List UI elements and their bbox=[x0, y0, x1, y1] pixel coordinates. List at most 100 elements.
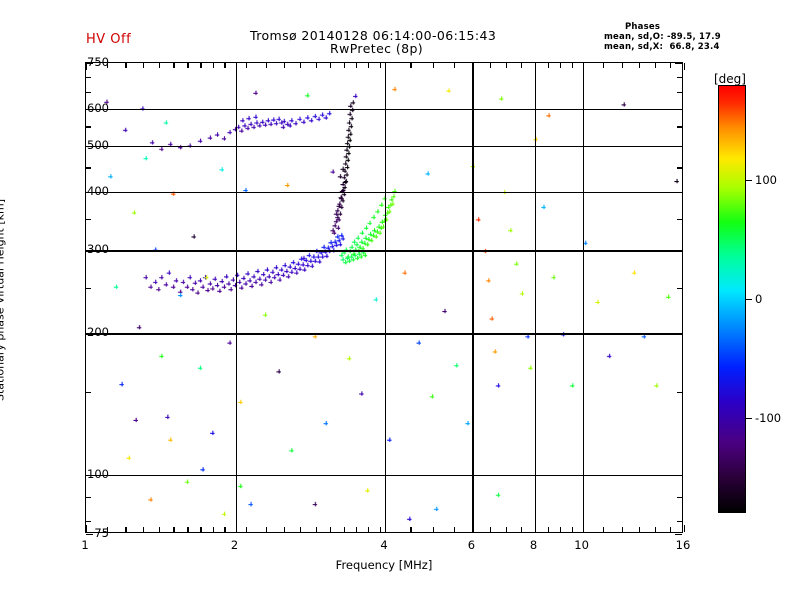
y-axis-tick bbox=[86, 534, 93, 536]
y-axis-tick bbox=[677, 287, 682, 289]
x-axis-tick bbox=[86, 525, 88, 532]
x-axis-tick bbox=[246, 527, 248, 532]
x-axis-tick bbox=[505, 527, 507, 532]
x-axis-tick bbox=[489, 63, 491, 68]
y-axis-tick bbox=[86, 496, 91, 498]
y-axis-tick bbox=[677, 145, 682, 148]
y-axis-tick bbox=[86, 92, 91, 94]
x-axis-tick bbox=[265, 63, 267, 68]
gridline-x bbox=[472, 63, 474, 532]
x-axis-tick bbox=[410, 63, 412, 68]
y-tick-label: 400 bbox=[87, 183, 109, 198]
phases-stats-x-mode: mean, sd,X: 66.8, 23.4 bbox=[604, 42, 720, 52]
x-axis-tick bbox=[547, 527, 549, 532]
x-axis-tick bbox=[173, 527, 175, 532]
y-axis-tick bbox=[86, 167, 91, 169]
x-axis-tick bbox=[472, 63, 474, 70]
x-axis-tick bbox=[235, 525, 237, 532]
gridline-x bbox=[385, 63, 387, 532]
y-tick-label: 500 bbox=[87, 137, 109, 152]
y-axis-tick bbox=[86, 218, 91, 221]
y-axis-tick bbox=[86, 191, 91, 193]
x-axis-tick bbox=[582, 63, 584, 70]
x-axis-tick bbox=[571, 527, 573, 532]
y-tick-label: 75 bbox=[94, 526, 109, 540]
x-axis-tick bbox=[453, 527, 455, 532]
gridline-x bbox=[534, 63, 536, 532]
y-axis-tick bbox=[86, 108, 91, 110]
y-axis-tick bbox=[86, 63, 93, 65]
x-axis-tick bbox=[368, 63, 370, 68]
x-axis-tick bbox=[621, 63, 624, 68]
y-tick-label: 100 bbox=[87, 467, 109, 482]
x-axis-tick bbox=[603, 63, 605, 68]
x-axis-tick bbox=[639, 527, 641, 532]
x-tick-label: 8 bbox=[529, 538, 538, 552]
x-axis-tick bbox=[534, 525, 536, 532]
y-axis-tick bbox=[677, 191, 682, 193]
x-axis-tick bbox=[621, 527, 624, 532]
x-axis-tick bbox=[433, 527, 435, 532]
x-tick-label: 16 bbox=[675, 538, 691, 552]
colorbar-tick bbox=[746, 299, 752, 301]
x-axis-tick bbox=[224, 63, 226, 68]
gridline-y bbox=[86, 250, 682, 252]
x-axis-tick bbox=[315, 63, 317, 68]
x-axis-tick bbox=[142, 527, 144, 532]
x-axis-tick bbox=[212, 527, 214, 532]
phases-stats-header: Phases bbox=[625, 22, 661, 32]
x-axis-tick bbox=[670, 527, 672, 532]
x-axis-tick bbox=[582, 525, 584, 532]
y-axis-tick bbox=[677, 167, 682, 169]
y-axis-tick bbox=[675, 63, 682, 65]
plot-area bbox=[85, 62, 686, 536]
y-axis-tick bbox=[677, 77, 682, 79]
x-axis-tick bbox=[559, 63, 562, 68]
x-axis-tick bbox=[224, 527, 226, 532]
gridline-y bbox=[86, 108, 682, 110]
x-axis-tick bbox=[410, 527, 412, 532]
y-axis-tick bbox=[86, 250, 91, 252]
x-axis-tick bbox=[571, 63, 573, 68]
x-axis-tick bbox=[520, 63, 522, 68]
y-axis-tick bbox=[86, 475, 93, 477]
colorbar-unit-label: [deg] bbox=[714, 72, 746, 86]
x-axis-tick bbox=[655, 527, 657, 532]
x-axis-tick bbox=[283, 63, 285, 68]
x-tick-label: 6 bbox=[467, 538, 476, 552]
colorbar-tick bbox=[746, 180, 752, 182]
x-axis-tick bbox=[433, 63, 435, 68]
y-axis-tick bbox=[677, 250, 682, 252]
y-axis-tick bbox=[675, 534, 682, 536]
y-tick-label: 750 bbox=[87, 55, 109, 69]
x-axis-tick bbox=[265, 527, 267, 532]
x-axis-tick bbox=[379, 527, 381, 532]
x-axis-tick bbox=[385, 63, 387, 70]
x-axis-tick bbox=[670, 63, 672, 68]
x-axis-tick bbox=[453, 63, 455, 68]
x-axis-tick bbox=[343, 63, 345, 68]
x-axis-tick bbox=[187, 63, 189, 68]
y-axis-tick bbox=[86, 333, 91, 335]
x-axis-tick bbox=[283, 527, 285, 532]
gridline-y bbox=[86, 145, 682, 148]
x-axis-tick bbox=[356, 63, 358, 68]
hv-off-status-label: HV Off bbox=[86, 32, 132, 47]
x-tick-label: 2 bbox=[230, 538, 239, 552]
x-axis-tick bbox=[330, 63, 332, 68]
y-axis-tick bbox=[86, 145, 91, 148]
y-axis-tick bbox=[677, 520, 682, 522]
gridline-y bbox=[86, 475, 682, 477]
x-axis-tick bbox=[212, 63, 214, 68]
x-tick-label: 10 bbox=[574, 538, 589, 552]
x-axis-tick bbox=[125, 63, 127, 68]
x-axis-tick bbox=[200, 63, 202, 68]
y-axis-tick bbox=[677, 126, 682, 128]
y-axis-tick bbox=[677, 108, 682, 110]
x-axis-tick bbox=[472, 525, 474, 532]
phases-stats-o-mode: mean, sd,O: -89.5, 17.9 bbox=[604, 32, 721, 42]
x-axis-tick bbox=[534, 63, 536, 70]
x-axis-tick bbox=[158, 527, 160, 532]
x-axis-tick bbox=[300, 527, 302, 532]
gridline-x bbox=[582, 63, 584, 532]
